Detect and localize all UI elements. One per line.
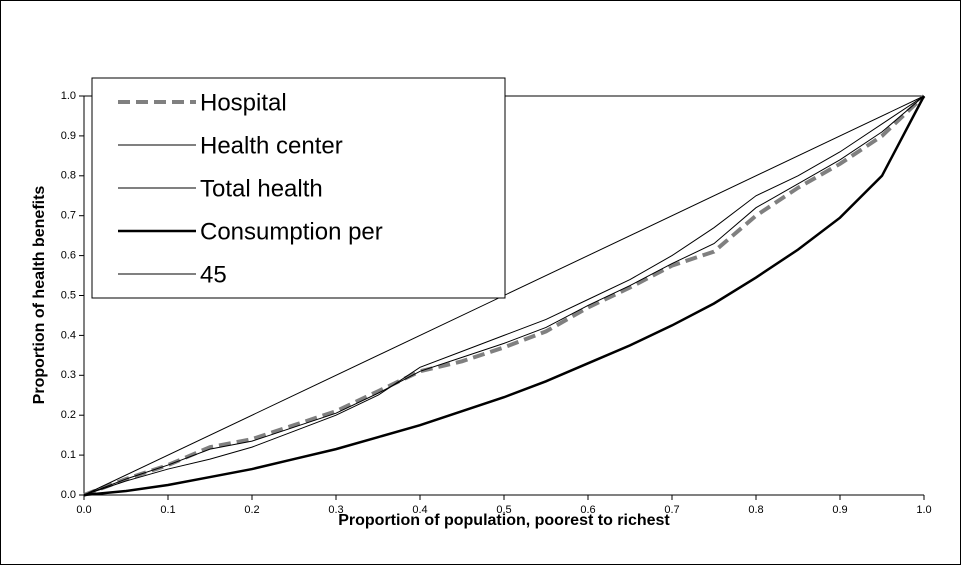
legend-label: Consumption per [200,218,383,245]
series-line [83,95,925,496]
x-tick-label: 0.6 [580,504,595,516]
legend-label: Hospital [200,89,287,116]
y-tick-label: 0.4 [61,329,76,341]
y-tick-label: 0.8 [61,170,76,182]
x-tick-label: 0.2 [244,504,259,516]
y-tick-label: 0.3 [61,369,76,381]
x-tick-label: 0.5 [496,504,511,516]
series-line [83,95,926,497]
legend-label: Total health [200,175,323,202]
y-tick-label: 0.2 [61,409,76,421]
y-tick-label: 0.5 [61,289,76,301]
x-tick-label: 0.1 [160,504,175,516]
y-tick-label: 0.7 [61,210,76,222]
y-tick-label: 0.6 [61,250,76,262]
x-tick-label: 0.7 [664,504,679,516]
x-tick-label: 0.9 [832,504,847,516]
x-tick-label: 0.4 [412,504,427,516]
legend-label: Health center [200,132,343,159]
y-tick-label: 0.9 [61,130,76,142]
x-tick-label: 0.3 [328,504,343,516]
y-tick-label: 0.0 [61,489,76,501]
x-tick-label: 0.8 [748,504,763,516]
y-axis-title: Proportion of health benefits [31,186,48,405]
x-tick-label: 1.0 [916,504,931,516]
y-tick-label: 1.0 [61,90,76,102]
series-line [83,95,925,496]
x-tick-label: 0.0 [76,504,91,516]
legend-label: 45 [200,261,227,288]
series-line [83,94,926,497]
x-axis-title: Proportion of population, poorest to ric… [338,512,670,529]
y-tick-label: 0.1 [61,449,76,461]
